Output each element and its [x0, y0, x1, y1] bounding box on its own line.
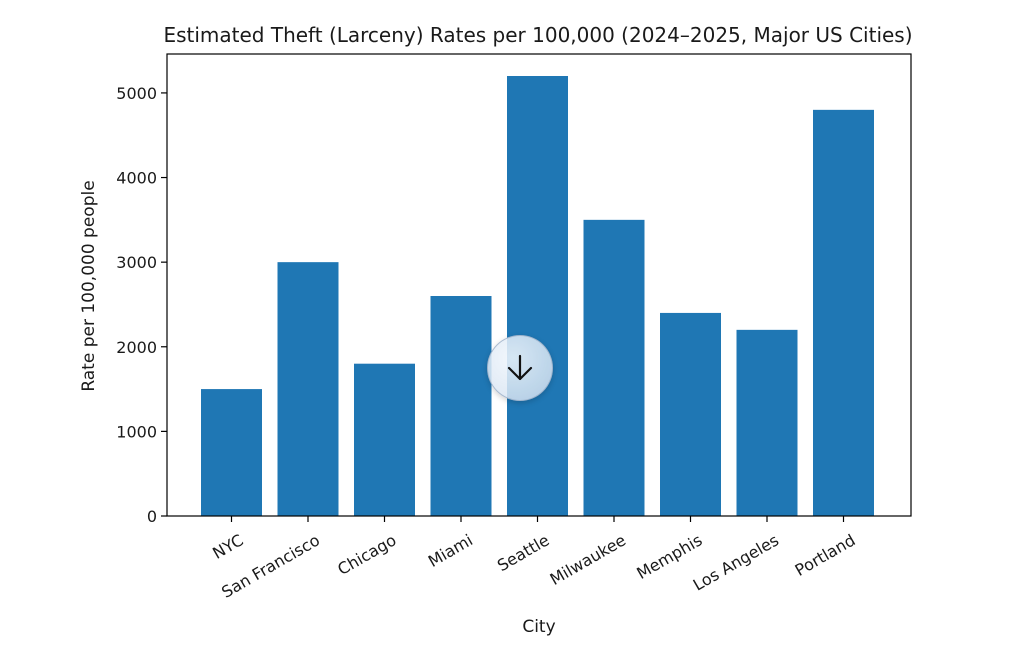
x-axis-label: City [522, 617, 555, 637]
scroll-down-button[interactable] [487, 335, 553, 401]
y-tick-label: 1000 [116, 422, 157, 441]
bar-miami [430, 296, 492, 516]
bar-san-francisco [277, 262, 339, 516]
y-tick-label: 0 [147, 507, 157, 526]
x-tick-label: Chicago [334, 530, 399, 579]
x-tick-label: Milwaukee [547, 530, 629, 589]
y-tick-label: 5000 [116, 84, 157, 103]
x-tick-label: Los Angeles [690, 530, 782, 594]
y-axis: 0 1000 2000 3000 4000 5000 [116, 84, 167, 526]
bar-portland [813, 109, 874, 516]
x-tick-label: NYC [209, 530, 246, 562]
bar-memphis [660, 312, 721, 516]
bar-chicago [354, 363, 415, 516]
bars-layer [201, 76, 874, 516]
arrow-down-icon [507, 354, 533, 381]
y-tick-label: 3000 [116, 253, 157, 272]
y-axis-label: Rate per 100,000 people [79, 180, 99, 391]
bar-milwaukee [583, 219, 645, 516]
chart-title: Estimated Theft (Larceny) Rates per 100,… [163, 23, 912, 47]
x-tick-label: Seattle [494, 530, 553, 575]
bar-nyc [201, 389, 262, 516]
plot-frame [166, 53, 912, 517]
bar-los-angeles [736, 329, 798, 516]
y-tick-label: 4000 [116, 169, 157, 188]
x-tick-label: Portland [792, 530, 859, 580]
y-tick-label: 2000 [116, 338, 157, 357]
bar-seattle [507, 76, 568, 516]
x-tick-label: Miami [425, 530, 476, 571]
